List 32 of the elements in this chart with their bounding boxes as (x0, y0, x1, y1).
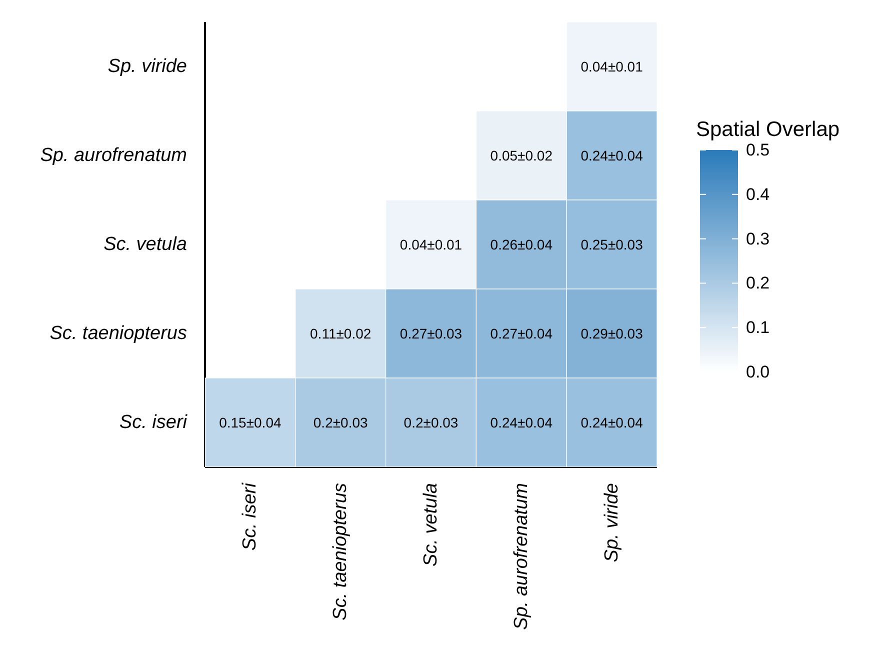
data-label: 0.24±0.04 (490, 414, 553, 430)
data-label: 0.25±0.03 (580, 236, 644, 252)
y-tick-label: Sc. taeniopterus (50, 323, 188, 344)
data-label: 0.2±0.03 (313, 414, 368, 430)
color-bar-label: 0.1 (746, 318, 770, 338)
y-tick-label: Sp. viride (108, 56, 187, 77)
color-bar-label: 0.4 (746, 184, 770, 204)
data-label: 0.27±0.04 (490, 326, 553, 342)
color-bar-label: 0.3 (746, 229, 770, 248)
x-tick-label: Sc. vetula (420, 483, 442, 566)
x-tick-label: Sp. aurofrenatum (510, 483, 532, 630)
data-label: 0.04±0.01 (580, 58, 644, 74)
x-tick-label: Sp. viride (601, 483, 622, 562)
data-label: 0.27±0.03 (400, 326, 462, 342)
y-tick-label: Sp. aurofrenatum (40, 145, 187, 166)
color-bar-label: 0.5 (746, 140, 770, 160)
y-tick-label: Sc. vetula (104, 234, 187, 255)
data-label: 0.24±0.04 (580, 148, 644, 164)
color-bar-label: 0.0 (746, 362, 770, 382)
data-label: 0.05±0.02 (490, 148, 553, 164)
color-bar-title: Spatial Overlap (696, 118, 840, 141)
color-bar-label: 0.2 (746, 274, 770, 293)
data-label: 0.15±0.04 (219, 414, 282, 430)
y-tick-label: Sc. iseri (119, 412, 188, 433)
data-label: 0.2±0.03 (404, 414, 458, 430)
data-label: 0.04±0.01 (400, 236, 462, 252)
data-label: 0.29±0.03 (580, 326, 644, 342)
x-tick-label: Sc. taeniopterus (330, 482, 352, 620)
data-label: 0.11±0.02 (310, 326, 372, 342)
data-label: 0.26±0.04 (490, 236, 553, 252)
x-tick-label: Sc. iseri (240, 482, 261, 551)
data-label: 0.24±0.04 (580, 414, 644, 430)
